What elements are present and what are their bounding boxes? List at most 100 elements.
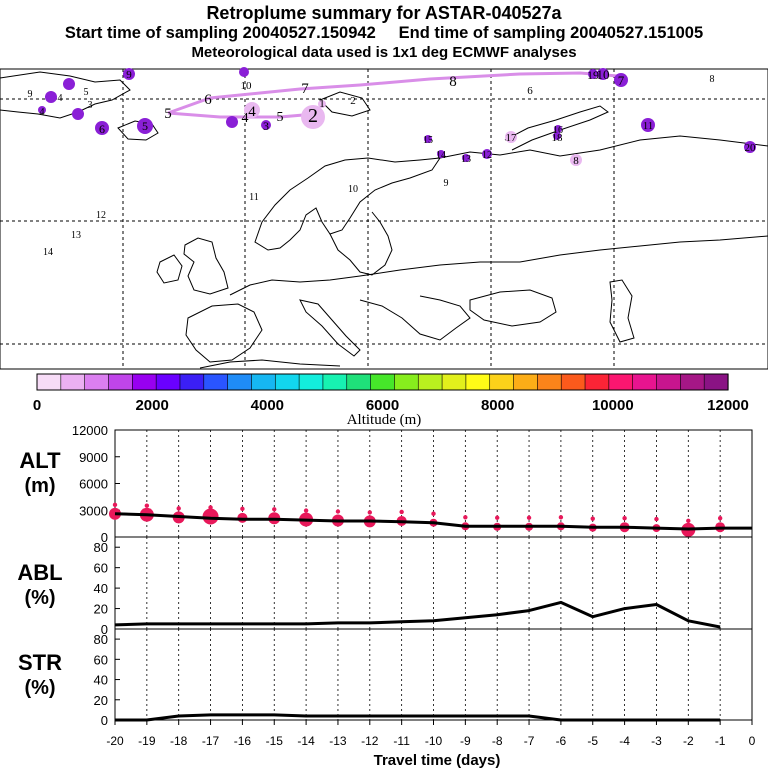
map-cluster-label: 10 bbox=[597, 67, 610, 82]
y-tick-label: 12000 bbox=[72, 423, 108, 438]
panel-str: 80 60 40 20 0 STR(%) bbox=[18, 628, 753, 728]
alt-marker-spread bbox=[558, 515, 564, 520]
alt-marker-spread bbox=[240, 506, 245, 512]
x-tick-label: -16 bbox=[234, 734, 252, 748]
map-cluster-label: 14 bbox=[43, 247, 53, 258]
coast-africa bbox=[199, 359, 341, 369]
x-tick-label: -6 bbox=[556, 734, 567, 748]
map-cluster-label: 9 bbox=[28, 89, 33, 100]
time-series-panels: 120009000600030000ALT(m)806040200ABL(%)8… bbox=[17, 423, 753, 728]
panel-ylabel: ABL bbox=[17, 560, 62, 585]
colorbar-cell bbox=[632, 373, 658, 391]
map-cluster-label: 8 bbox=[710, 74, 715, 85]
alt-marker-spread bbox=[526, 515, 532, 520]
map-cluster-label: 8 bbox=[449, 74, 457, 90]
map-cluster-label: 4 bbox=[40, 107, 45, 118]
alt-marker-spread bbox=[112, 502, 118, 508]
colorbar-cell bbox=[441, 373, 467, 391]
colorbar-tick-label: 10000 bbox=[592, 397, 634, 414]
coast-caspian bbox=[609, 279, 635, 343]
y-tick-label: 20 bbox=[94, 693, 108, 708]
map-cluster-marker bbox=[226, 116, 238, 128]
x-tick-label: -8 bbox=[492, 734, 503, 748]
colorbar-cell bbox=[560, 373, 586, 391]
x-tick-label: -1 bbox=[715, 734, 726, 748]
map-cluster-label: 14 bbox=[436, 150, 446, 161]
colorbar-tick-label: 6000 bbox=[366, 397, 399, 414]
map-cluster-label: 10 bbox=[348, 184, 358, 195]
alt-marker-spread bbox=[367, 510, 372, 515]
alt-marker-spread bbox=[399, 509, 404, 515]
map-cluster-label: 6 bbox=[204, 92, 212, 108]
colorbar-cell bbox=[322, 373, 348, 391]
map-cluster-label: 20 bbox=[745, 142, 757, 154]
x-tick-label: -10 bbox=[425, 734, 443, 748]
alt-marker bbox=[202, 508, 219, 525]
map-cluster-label: 5 bbox=[84, 87, 89, 98]
colorbar-cell bbox=[155, 373, 181, 391]
map-cluster-label: 5 bbox=[164, 106, 172, 122]
map-cluster-marker bbox=[424, 135, 432, 143]
coast-greenland bbox=[0, 71, 131, 119]
map-cluster-label: 6 bbox=[99, 122, 105, 136]
coast-italy bbox=[299, 299, 361, 357]
map-cluster-label: 17 bbox=[506, 132, 518, 144]
map-cluster-marker bbox=[45, 91, 57, 103]
alt-marker-spread bbox=[622, 515, 627, 521]
map-cluster-label: 8 bbox=[573, 155, 579, 167]
map-cluster-label: 4 bbox=[248, 104, 256, 120]
map-cluster-label: 5 bbox=[277, 110, 284, 125]
map-cluster-label: 2 bbox=[308, 105, 318, 127]
colorbar-cell bbox=[179, 373, 205, 391]
y-tick-label: 80 bbox=[94, 632, 108, 647]
colorbar-cells bbox=[36, 373, 729, 391]
alt-marker-spread bbox=[272, 507, 277, 512]
coast-scandinavia bbox=[254, 157, 442, 251]
x-tick-label: -13 bbox=[329, 734, 347, 748]
sampling-times: Start time of sampling 20040527.150942 E… bbox=[0, 24, 768, 43]
coast-black-sea bbox=[469, 289, 557, 327]
x-tick-label: -19 bbox=[138, 734, 156, 748]
map-cluster-label: 11 bbox=[249, 192, 259, 203]
map-cluster-label: 10 bbox=[241, 80, 253, 92]
coast-iceland bbox=[117, 120, 159, 141]
x-tick-label: -12 bbox=[361, 734, 379, 748]
panel-ylabel: ALT bbox=[19, 448, 61, 473]
y-tick-label: 40 bbox=[94, 581, 108, 596]
colorbar-cell bbox=[274, 373, 300, 391]
y-tick-label: 80 bbox=[94, 540, 108, 555]
met-data-label: Meteorological data used is 1x1 deg ECMW… bbox=[191, 44, 577, 61]
coast-iberia bbox=[185, 303, 263, 363]
map-cluster-marker bbox=[505, 131, 517, 143]
y-tick-label: 60 bbox=[94, 561, 108, 576]
alt-marker-spread bbox=[495, 515, 500, 520]
colorbar-cell bbox=[656, 373, 681, 391]
colorbar-tick-label: 4000 bbox=[251, 397, 284, 414]
x-tick-label: -5 bbox=[587, 734, 598, 748]
alt-marker-spread bbox=[176, 506, 181, 511]
map-cluster-label: 9 bbox=[444, 178, 449, 189]
colorbar-cell bbox=[346, 373, 372, 391]
panel-ylabel: STR bbox=[18, 650, 62, 675]
map-cluster-label: 15 bbox=[423, 135, 433, 146]
map-cluster-label: 13 bbox=[461, 154, 471, 165]
colorbar-cell bbox=[584, 373, 610, 391]
map-cluster-marker bbox=[137, 118, 153, 134]
colorbar-label: Altitude (m) bbox=[347, 412, 422, 428]
start-time-label: Start time of sampling 20040527.150942 bbox=[64, 24, 376, 42]
map-cluster-label: 7 bbox=[618, 73, 625, 88]
colorbar-cell bbox=[608, 373, 634, 391]
alt-marker-spread bbox=[303, 508, 309, 513]
colorbar-cell bbox=[84, 373, 110, 391]
map-cluster-marker bbox=[614, 73, 628, 87]
map-cluster-marker bbox=[318, 100, 326, 108]
chart-title: Retroplume summary for ASTAR-040527a bbox=[206, 3, 562, 23]
map-cluster-marker bbox=[437, 150, 445, 158]
map-cluster-marker bbox=[641, 118, 655, 132]
y-tick-label: 3000 bbox=[79, 503, 108, 518]
x-axis-label: Travel time (days) bbox=[374, 752, 501, 768]
map-cluster-label: 11 bbox=[643, 120, 654, 132]
colorbar-cell bbox=[489, 373, 515, 391]
